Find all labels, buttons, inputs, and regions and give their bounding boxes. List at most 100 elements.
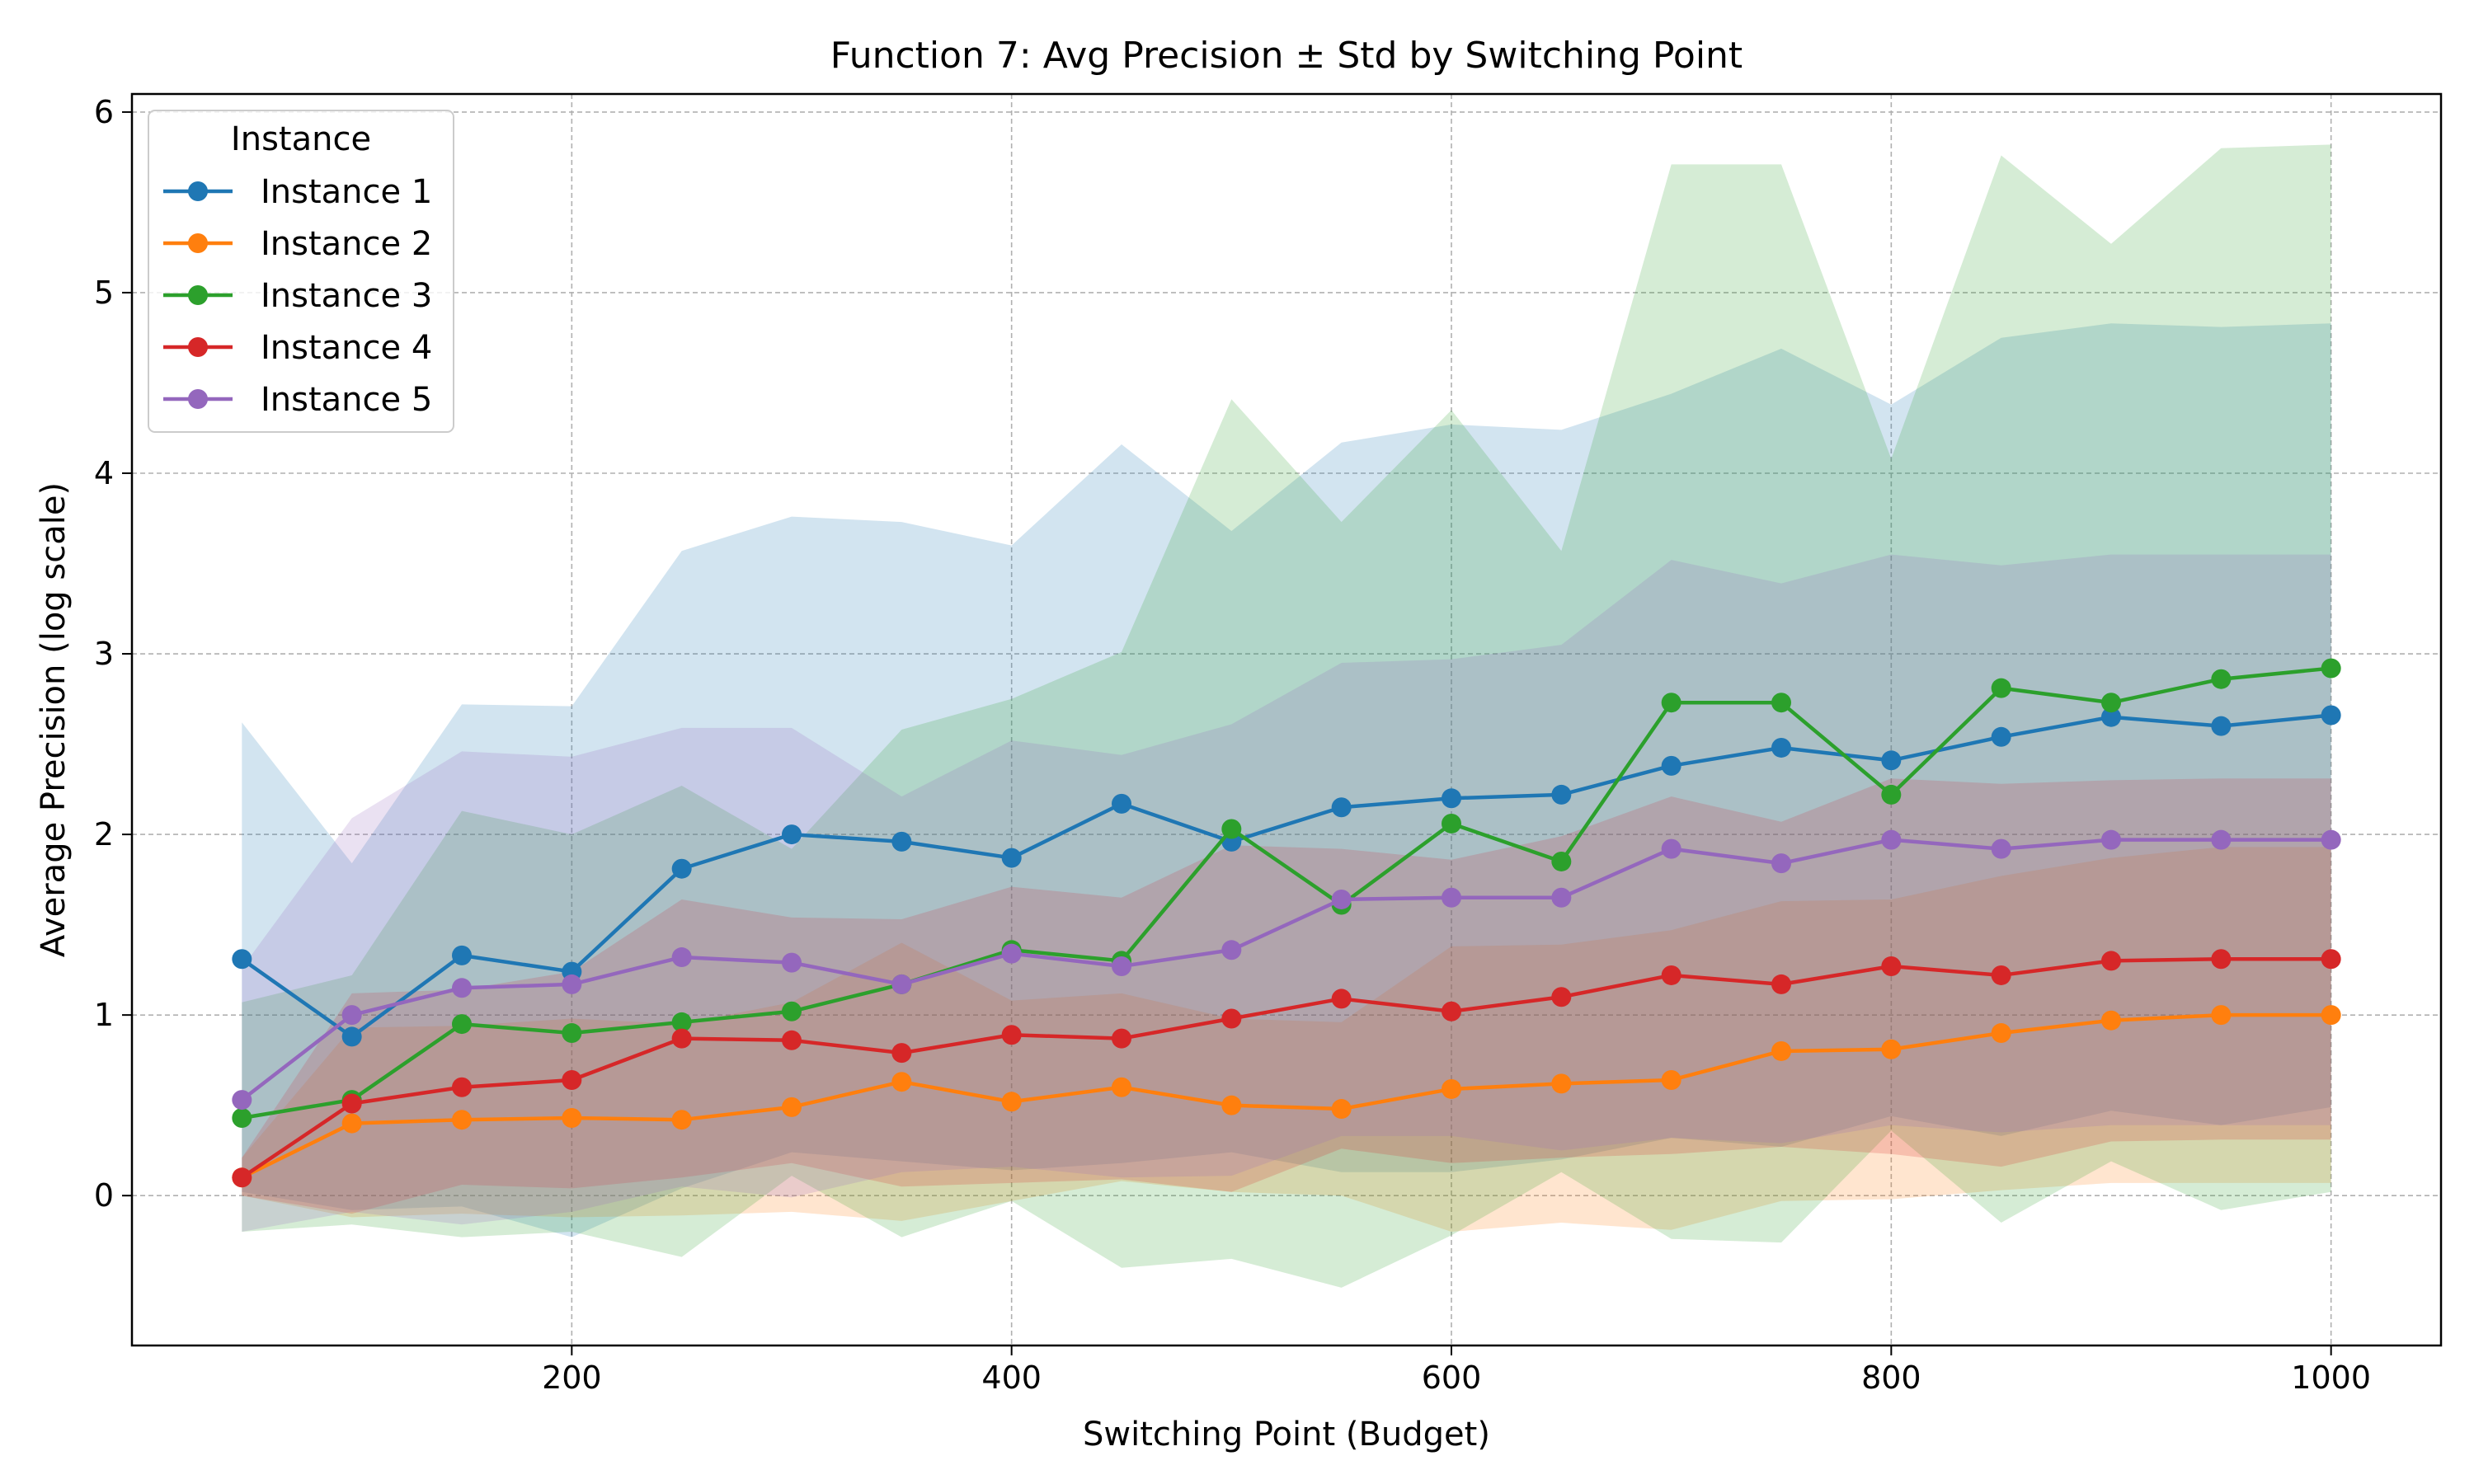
data-point: [2321, 658, 2341, 679]
series-line: [241, 666, 2331, 1120]
data-point: [782, 824, 802, 845]
data-point: [671, 858, 692, 879]
data-point: [2101, 951, 2121, 971]
data-point: [452, 945, 472, 965]
data-point: [562, 974, 582, 994]
data-point: [782, 1030, 802, 1050]
data-point: [891, 1072, 912, 1092]
y-tick-label: 3: [94, 636, 114, 672]
data-point: [891, 1043, 912, 1064]
data-point: [1551, 987, 1572, 1007]
legend-item-instance-3: Instance 3: [163, 277, 432, 315]
data-point: [2101, 707, 2121, 727]
std-band-instance-2: [242, 847, 2331, 1232]
legend-marker: [188, 233, 208, 253]
x-tick-label: 400: [981, 1360, 1042, 1396]
data-point: [452, 1014, 472, 1035]
data-point: [1221, 1008, 1242, 1029]
std-band-instance-3: [242, 144, 2331, 1288]
data-point: [2101, 693, 2121, 713]
std-bands: [242, 144, 2331, 1288]
legend-marker: [188, 181, 208, 201]
y-tick-label: 0: [94, 1177, 114, 1214]
data-point: [1771, 974, 1791, 994]
data-point: [1001, 943, 1022, 964]
legend-item-instance-1: Instance 1: [163, 173, 432, 211]
data-point: [2211, 829, 2232, 850]
data-point: [1991, 726, 2011, 747]
legend-label: Instance 3: [261, 277, 432, 315]
y-axis-label: Average Precision (log scale): [35, 482, 73, 957]
legend-label: Instance 2: [261, 225, 432, 263]
data-point: [891, 831, 912, 852]
data-point: [671, 1110, 692, 1130]
data-point: [2101, 829, 2121, 850]
data-point: [232, 1167, 252, 1188]
data-point: [1112, 793, 1131, 814]
y-tick-label: 6: [94, 94, 114, 130]
data-point: [671, 1012, 692, 1032]
legend-item-instance-2: Instance 2: [163, 225, 432, 263]
data-point: [1221, 1095, 1242, 1115]
data-point: [2211, 949, 2232, 970]
data-point: [2211, 716, 2232, 736]
legend-items: Instance 1 Instance 2 Instance 3 Instance 4…: [163, 173, 432, 419]
std-band-instance-1: [242, 323, 2331, 1237]
data-point: [1001, 848, 1022, 868]
data-point: [1661, 965, 1681, 985]
data-point: [232, 1108, 252, 1128]
data-point: [782, 1097, 802, 1117]
data-point: [2321, 705, 2341, 726]
data-point: [671, 947, 692, 968]
data-point: [341, 1093, 362, 1114]
data-point: [1442, 887, 1461, 908]
data-point: [1442, 813, 1461, 834]
data-point: [1661, 838, 1681, 859]
chart-title: Function 7: Avg Precision ± Std by Switc…: [830, 35, 1743, 77]
x-tick-label: 1000: [2291, 1360, 2371, 1396]
data-point: [452, 1077, 472, 1097]
data-point: [1221, 940, 1242, 960]
data-point: [341, 1005, 362, 1026]
data-point: [1881, 829, 1902, 850]
data-point: [452, 978, 472, 998]
data-point: [1991, 838, 2011, 859]
data-point: [1551, 784, 1572, 805]
data-point: [1442, 1001, 1461, 1021]
data-point: [1771, 853, 1791, 874]
data-point: [1331, 1099, 1352, 1120]
legend-title: Instance: [231, 120, 371, 158]
data-point: [1661, 1070, 1681, 1090]
data-point: [562, 1023, 582, 1044]
data-point: [1112, 1077, 1131, 1097]
data-point: [1881, 956, 1902, 976]
data-point: [671, 1028, 692, 1049]
std-band-instance-4: [242, 778, 2331, 1214]
x-tick-label: 600: [1422, 1360, 1482, 1396]
data-point: [341, 1026, 362, 1047]
data-point: [1991, 965, 2011, 985]
x-tick-label: 200: [542, 1360, 602, 1396]
data-point: [782, 952, 802, 973]
series-line: [240, 838, 2331, 1101]
data-point: [562, 1070, 582, 1090]
data-point: [1771, 693, 1791, 713]
plot-frame: [130, 92, 2443, 1347]
series-line: [241, 956, 2331, 1180]
data-point: [1991, 678, 2011, 698]
data-point: [891, 974, 912, 994]
y-tick-label: 1: [94, 997, 114, 1033]
legend-label: Instance 4: [261, 329, 432, 367]
data-point: [1771, 737, 1791, 758]
x-tick-label: 800: [1861, 1360, 1921, 1396]
data-point: [232, 949, 252, 970]
data-point: [1881, 750, 1902, 771]
series-instance-1: [232, 705, 2341, 1047]
series-line: [241, 1012, 2331, 1180]
legend-label: Instance 5: [261, 381, 432, 419]
y-tick-label: 2: [94, 816, 114, 852]
data-point: [1991, 1023, 2011, 1044]
data-point: [782, 1001, 802, 1021]
